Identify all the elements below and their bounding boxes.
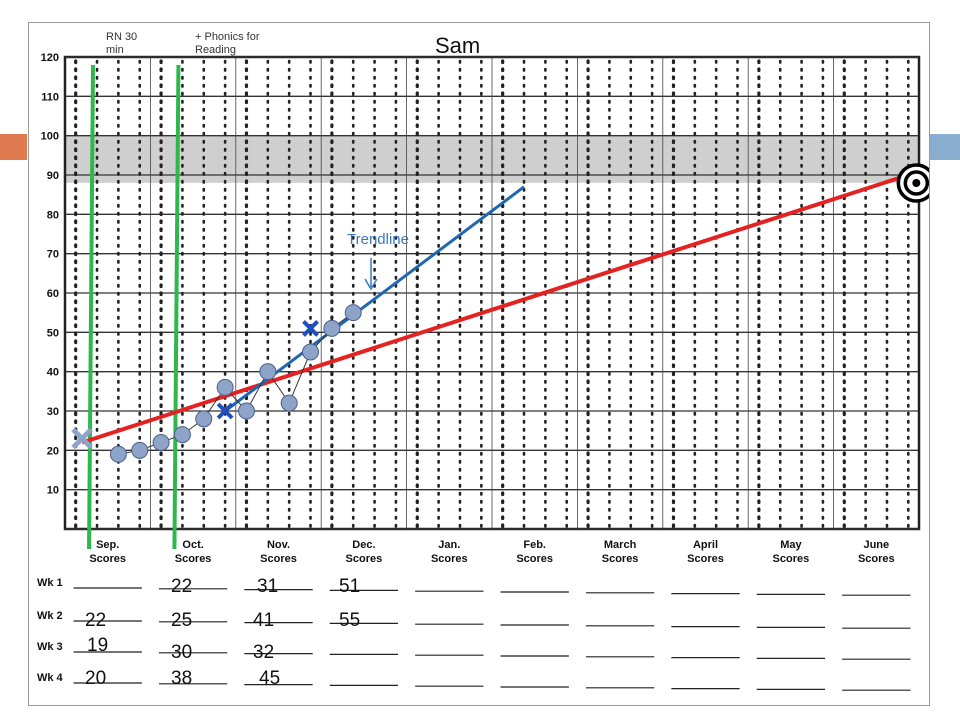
- score-point: [131, 441, 149, 459]
- score-point: [109, 445, 127, 463]
- x-month-label: April Scores: [687, 539, 724, 565]
- score-nov-wk3: 32: [253, 642, 275, 663]
- score-sep-wk4: 20: [85, 668, 107, 689]
- week-row-label: Wk 4: [37, 672, 64, 684]
- right-accent-bar: [929, 134, 960, 160]
- y-tick-label: 80: [47, 209, 59, 221]
- week-row-label: Wk 3: [37, 641, 63, 653]
- y-tick-label: 20: [47, 445, 59, 457]
- x-month-label: Nov. Scores: [260, 539, 297, 565]
- score-point: [237, 402, 255, 420]
- intervention-line: [87, 64, 96, 550]
- x-month-label: Feb. Scores: [516, 539, 553, 565]
- x-marker: [302, 319, 319, 337]
- score-oct-wk4: 38: [171, 668, 193, 689]
- annotation-phonics: + Phonics for Reading: [195, 31, 260, 56]
- y-tick-label: 90: [47, 170, 59, 182]
- score-nov-wk1: 31: [257, 576, 279, 597]
- y-tick-label: 40: [47, 367, 59, 379]
- trendline-arrow-head: [364, 278, 378, 291]
- trendline-label: Trendline: [347, 231, 409, 248]
- week-row-label: Wk 1: [37, 577, 63, 589]
- score-nov-wk2: 41: [253, 610, 275, 631]
- score-point: [173, 426, 191, 444]
- score-sep-wk2: 22: [85, 610, 107, 631]
- y-tick-label: 120: [41, 52, 59, 64]
- x-marker: [71, 427, 93, 450]
- progress-chart: 10 20 30 40 50 60 70 80 90 100 110 120 Sep. Scores Oct…: [37, 52, 929, 691]
- score-dec-wk2: 55: [339, 610, 361, 631]
- goal-target-icon: [912, 179, 921, 187]
- score-sep-wk3: 19: [87, 635, 109, 656]
- x-month-label: Oct. Scores: [175, 539, 212, 565]
- y-tick-label: 110: [41, 91, 59, 103]
- x-month-label: March Scores: [602, 539, 639, 565]
- score-dec-wk1: 51: [339, 576, 361, 597]
- y-tick-label: 70: [47, 249, 59, 261]
- intervention-line: [172, 64, 181, 550]
- y-tick-label: 10: [47, 485, 59, 497]
- score-point: [259, 363, 277, 381]
- x-month-label: Sep. Scores: [89, 539, 126, 565]
- chart-frame: 10 20 30 40 50 60 70 80 90 100 110 120 Sep. Scores Oct…: [28, 22, 930, 706]
- x-marker: [216, 402, 234, 420]
- y-tick-label: 30: [47, 406, 59, 418]
- score-nov-wk4: 45: [259, 668, 281, 689]
- x-month-label: Jan. Scores: [431, 539, 468, 565]
- score-point: [344, 304, 362, 322]
- score-point: [216, 378, 234, 396]
- week-row-label: Wk 2: [37, 610, 63, 622]
- left-accent-bar: [0, 134, 27, 160]
- chart-title: Sam: [435, 33, 481, 58]
- y-tick-label: 60: [47, 288, 59, 300]
- y-tick-label: 100: [41, 131, 59, 143]
- y-tick-label: 50: [47, 327, 59, 339]
- x-month-label: May Scores: [773, 539, 810, 565]
- score-point: [280, 394, 298, 412]
- x-month-label: Dec. Scores: [346, 539, 383, 565]
- score-point: [195, 410, 213, 428]
- aimline: [81, 173, 909, 445]
- score-point: [152, 433, 170, 451]
- annotation-rn: RN 30 min: [106, 31, 138, 56]
- score-oct-wk2: 25: [171, 610, 193, 631]
- score-point: [302, 343, 320, 361]
- score-oct-wk3: 30: [171, 642, 193, 663]
- score-oct-wk1: 22: [171, 576, 193, 597]
- x-month-label: June Scores: [858, 539, 895, 565]
- score-point: [323, 319, 341, 337]
